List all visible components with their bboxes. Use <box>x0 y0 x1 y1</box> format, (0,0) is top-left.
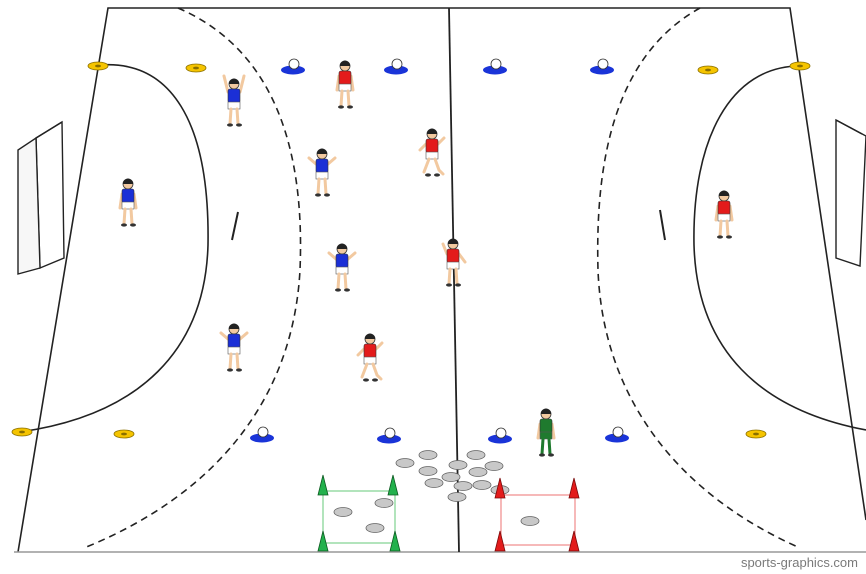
ball-icon <box>418 466 438 476</box>
cone-icon <box>590 58 614 75</box>
cone-icon <box>568 530 580 552</box>
green-target-box <box>317 474 401 552</box>
left-goal-area-line <box>19 63 209 433</box>
red-player-icon <box>418 128 446 177</box>
cone-icon <box>389 530 401 552</box>
red-player-icon <box>356 333 384 382</box>
ball-icon <box>453 481 473 491</box>
cone-icon <box>387 474 399 496</box>
cone-icon <box>494 530 506 552</box>
goal-icon <box>17 120 65 275</box>
ball-icon <box>424 478 444 488</box>
right-goal-area-line <box>693 65 866 431</box>
blue-player-icon <box>327 243 357 292</box>
cone-icon <box>281 58 305 75</box>
red-goalkeeper-icon <box>714 190 734 239</box>
ball-icon <box>395 458 415 468</box>
goal-icon <box>835 118 866 267</box>
ball-pile <box>395 450 510 502</box>
red-player-icon <box>335 60 355 109</box>
cone-icon <box>494 477 506 499</box>
ball-icon <box>520 516 540 526</box>
blue-cone-markers <box>250 58 629 444</box>
cone-icon <box>483 58 507 75</box>
cone-icon <box>488 427 512 444</box>
cone-icon <box>605 426 629 443</box>
coach-icon <box>536 408 556 457</box>
blue-player-icon <box>222 74 246 127</box>
ball-icon <box>484 461 504 471</box>
cone-icon <box>317 530 329 552</box>
cone-icon <box>568 477 580 499</box>
ball-icon <box>447 492 467 502</box>
ball-icon <box>448 460 468 470</box>
ball-icon <box>374 498 394 508</box>
ball-icon <box>468 467 488 477</box>
cone-icon <box>250 426 274 443</box>
yellow-cones <box>11 61 811 439</box>
right-seven-meter-mark <box>659 209 666 241</box>
blue-player-icon <box>219 323 249 372</box>
watermark-text: sports-graphics.com <box>740 555 858 570</box>
ball-icon <box>441 472 461 482</box>
red-target-box <box>494 477 580 552</box>
right-free-throw-line <box>596 7 801 549</box>
blue-goalkeeper-icon <box>118 178 138 227</box>
court-lines <box>14 7 866 553</box>
ball-icon <box>466 450 486 460</box>
ball-icon <box>333 507 353 517</box>
cone-icon <box>377 427 401 444</box>
players-layer <box>118 60 734 457</box>
red-player-icon <box>441 238 467 287</box>
ball-icon <box>365 523 385 533</box>
ball-icon <box>418 450 438 460</box>
blue-player-icon <box>307 148 337 197</box>
cone-icon <box>384 58 408 75</box>
court-outline <box>17 7 866 553</box>
ball-icon <box>472 480 492 490</box>
left-free-throw-line <box>83 7 302 549</box>
cone-icon <box>317 474 329 496</box>
left-seven-meter-mark <box>231 211 239 241</box>
